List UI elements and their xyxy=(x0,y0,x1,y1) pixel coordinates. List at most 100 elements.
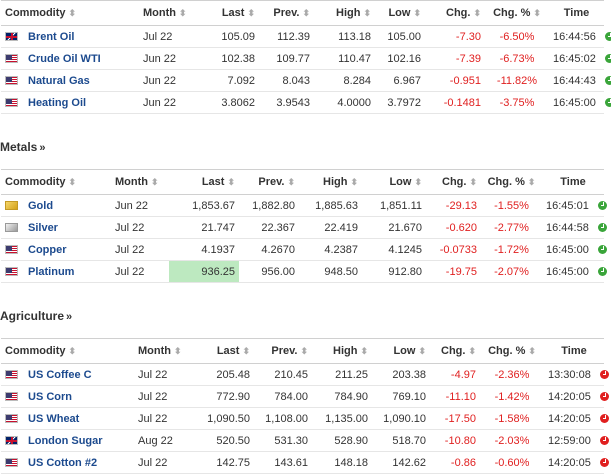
col-header-label[interactable]: Prev. xyxy=(258,176,285,188)
commodity-cell[interactable]: Gold xyxy=(1,194,111,217)
col-header-label[interactable]: Prev. xyxy=(273,7,300,19)
col-header-low[interactable]: Low ⬍ xyxy=(362,169,426,195)
col-header-chg-pct[interactable]: Chg. % ⬍ xyxy=(485,0,549,26)
col-header-prev[interactable]: Prev. ⬍ xyxy=(239,169,299,195)
sort-icon[interactable]: ⬍ xyxy=(68,177,77,187)
commodity-link[interactable]: US Wheat xyxy=(28,412,80,425)
sort-icon[interactable]: ⬍ xyxy=(418,346,426,356)
sort-icon[interactable]: ⬍ xyxy=(350,177,358,187)
section-title-text[interactable]: Agriculture xyxy=(0,309,65,323)
commodity-cell[interactable]: US Wheat xyxy=(1,407,134,430)
commodity-cell[interactable]: US Corn xyxy=(1,385,134,408)
col-header-label[interactable]: Month xyxy=(138,345,171,357)
col-header-label[interactable]: Chg. % xyxy=(493,7,531,19)
col-header-prev[interactable]: Prev. ⬍ xyxy=(259,0,314,26)
col-header-label[interactable]: Low xyxy=(389,176,412,188)
col-header-low[interactable]: Low ⬍ xyxy=(372,338,430,364)
col-header-label[interactable]: Commodity xyxy=(5,7,66,19)
col-header-label[interactable]: Chg. xyxy=(442,176,467,188)
col-header-time[interactable]: Time xyxy=(544,338,604,364)
section-link-arrow[interactable]: » xyxy=(66,311,73,323)
col-header-label[interactable]: High xyxy=(336,7,361,19)
col-header-label[interactable]: Commodity xyxy=(5,345,66,357)
col-header-month[interactable]: Month ⬍ xyxy=(134,338,192,364)
sort-icon[interactable]: ⬍ xyxy=(527,177,536,187)
col-header-label[interactable]: Time xyxy=(563,7,590,19)
commodity-cell[interactable]: Platinum xyxy=(1,260,111,283)
col-header-label[interactable]: Last xyxy=(201,176,225,188)
commodity-cell[interactable]: US Cotton #2 xyxy=(1,451,134,474)
col-header-label[interactable]: Month xyxy=(143,7,176,19)
col-header-chg[interactable]: Chg. ⬍ xyxy=(425,0,485,26)
sort-icon[interactable]: ⬍ xyxy=(413,8,421,18)
col-header-label[interactable]: Commodity xyxy=(5,176,66,188)
section-title-text[interactable]: Metals xyxy=(0,140,38,154)
col-header-prev[interactable]: Prev. ⬍ xyxy=(254,338,312,364)
commodity-link[interactable]: London Sugar xyxy=(28,434,103,447)
col-header-chg[interactable]: Chg. ⬍ xyxy=(426,169,481,195)
col-header-label[interactable]: High xyxy=(323,176,348,188)
commodity-link[interactable]: Heating Oil xyxy=(28,96,87,109)
commodity-cell[interactable]: Crude Oil WTI xyxy=(1,47,139,70)
sort-icon[interactable]: ⬍ xyxy=(533,8,541,18)
sort-icon[interactable]: ⬍ xyxy=(300,346,308,356)
col-header-label[interactable]: Prev. xyxy=(271,345,298,357)
commodity-cell[interactable]: Heating Oil xyxy=(1,91,139,114)
commodity-cell[interactable]: US Coffee C xyxy=(1,363,134,386)
commodity-link[interactable]: US Corn xyxy=(28,390,72,403)
col-header-commodity[interactable]: Commodity ⬍ xyxy=(1,169,111,195)
sort-icon[interactable]: ⬍ xyxy=(68,346,77,356)
col-header-month[interactable]: Month ⬍ xyxy=(139,0,195,26)
sort-icon[interactable]: ⬍ xyxy=(242,346,250,356)
col-header-label[interactable]: Time xyxy=(560,176,586,188)
commodity-link[interactable]: Copper xyxy=(28,243,67,256)
sort-icon[interactable]: ⬍ xyxy=(287,177,295,187)
sort-icon[interactable]: ⬍ xyxy=(247,8,255,18)
commodity-link[interactable]: Crude Oil WTI xyxy=(28,52,101,65)
commodity-cell[interactable]: Natural Gas xyxy=(1,69,139,92)
col-header-last[interactable]: Last ⬍ xyxy=(192,338,254,364)
sort-icon[interactable]: ⬍ xyxy=(528,346,536,356)
col-header-label[interactable]: Low xyxy=(393,345,416,357)
col-header-label[interactable]: Last xyxy=(221,7,245,19)
section-link-arrow[interactable]: » xyxy=(39,142,46,154)
commodity-link[interactable]: Gold xyxy=(28,199,54,212)
col-header-last[interactable]: Last ⬍ xyxy=(195,0,259,26)
sort-icon[interactable]: ⬍ xyxy=(178,8,187,18)
metals-section-title[interactable]: Metals» xyxy=(0,140,45,154)
col-header-chg[interactable]: Chg. ⬍ xyxy=(430,338,480,364)
col-header-commodity[interactable]: Commodity ⬍ xyxy=(1,0,139,26)
col-header-low[interactable]: Low ⬍ xyxy=(375,0,425,26)
col-header-label[interactable]: Chg. % xyxy=(488,345,526,357)
col-header-high[interactable]: High ⬍ xyxy=(312,338,372,364)
col-header-label[interactable]: Low xyxy=(388,7,411,19)
sort-icon[interactable]: ⬍ xyxy=(68,8,77,18)
col-header-label[interactable]: Chg. xyxy=(446,7,471,19)
sort-icon[interactable]: ⬍ xyxy=(363,8,371,18)
col-header-label[interactable]: Time xyxy=(561,345,587,357)
sort-icon[interactable]: ⬍ xyxy=(473,8,481,18)
sort-icon[interactable]: ⬍ xyxy=(414,177,422,187)
sort-icon[interactable]: ⬍ xyxy=(227,177,235,187)
col-header-label[interactable]: High xyxy=(333,345,358,357)
col-header-label[interactable]: Chg. xyxy=(441,345,466,357)
col-header-time[interactable]: Time xyxy=(542,169,604,195)
commodity-link[interactable]: Brent Oil xyxy=(28,30,75,43)
sort-icon[interactable]: ⬍ xyxy=(150,177,159,187)
col-header-time[interactable]: Time xyxy=(549,0,604,26)
commodity-link[interactable]: Natural Gas xyxy=(28,74,90,87)
col-header-commodity[interactable]: Commodity ⬍ xyxy=(1,338,134,364)
col-header-high[interactable]: High ⬍ xyxy=(314,0,375,26)
agriculture-section-title[interactable]: Agriculture» xyxy=(0,309,72,323)
sort-icon[interactable]: ⬍ xyxy=(468,346,476,356)
col-header-chg-pct[interactable]: Chg. % ⬍ xyxy=(480,338,544,364)
commodity-cell[interactable]: Silver xyxy=(1,216,111,239)
sort-icon[interactable]: ⬍ xyxy=(360,346,368,356)
sort-icon[interactable]: ⬍ xyxy=(469,177,477,187)
col-header-month[interactable]: Month ⬍ xyxy=(111,169,169,195)
col-header-label[interactable]: Last xyxy=(216,345,240,357)
commodity-cell[interactable]: Copper xyxy=(1,238,111,261)
col-header-label[interactable]: Chg. % xyxy=(487,176,525,188)
commodity-cell[interactable]: London Sugar xyxy=(1,429,134,452)
col-header-label[interactable]: Month xyxy=(115,176,148,188)
